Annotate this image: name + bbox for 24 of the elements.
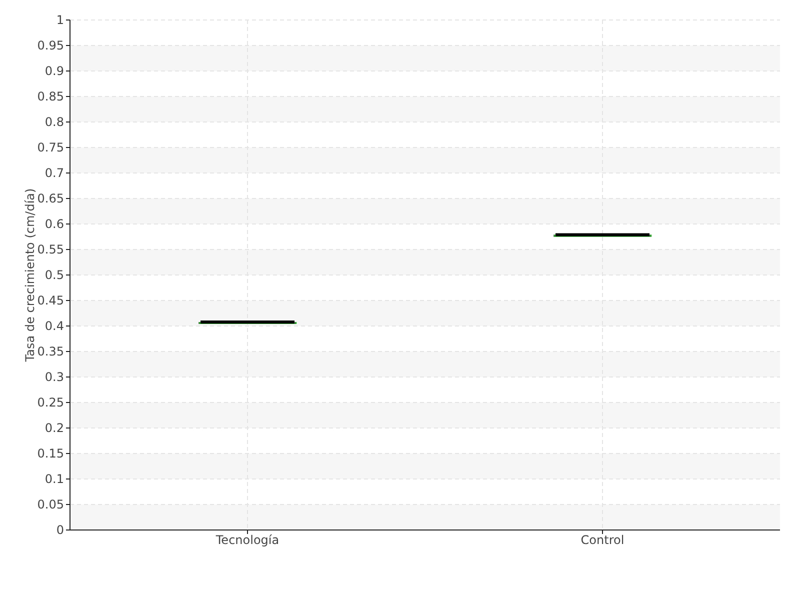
y-tick-label: 0.05 (37, 498, 64, 512)
y-tick-label: 0.55 (37, 242, 64, 257)
y-tick-label: 0.7 (44, 166, 64, 180)
y-tick-label: 0.85 (37, 90, 64, 104)
y-tick-label: 0.65 (37, 192, 64, 206)
y-tick-label: 0.95 (37, 38, 64, 53)
y-tick-label: 0.4 (44, 319, 64, 334)
y-tick-label: 0.25 (37, 396, 64, 410)
y-tick-label: 0.35 (37, 344, 64, 359)
y-tick-label: 1 (56, 13, 64, 28)
x-tick-label: Tecnología (214, 533, 280, 547)
y-tick-label: 0.75 (37, 140, 64, 155)
y-tick-label: 0.9 (44, 64, 64, 78)
y-tick-label: 0.5 (44, 268, 64, 282)
y-axis-title: Tasa de crecimiento (cm/día) (23, 188, 37, 363)
y-tick-label: 0.15 (37, 446, 64, 461)
y-tick-label: 0.8 (44, 115, 64, 130)
x-tick-label: Control (580, 533, 624, 547)
y-tick-label: 0.6 (44, 217, 64, 232)
y-tick-label: 0.2 (44, 421, 64, 436)
y-tick-label: 0 (56, 523, 64, 538)
y-tick-label: 0.1 (44, 472, 64, 486)
y-tick-label: 0.3 (44, 370, 64, 384)
y-tick-label: 0.45 (37, 294, 64, 308)
